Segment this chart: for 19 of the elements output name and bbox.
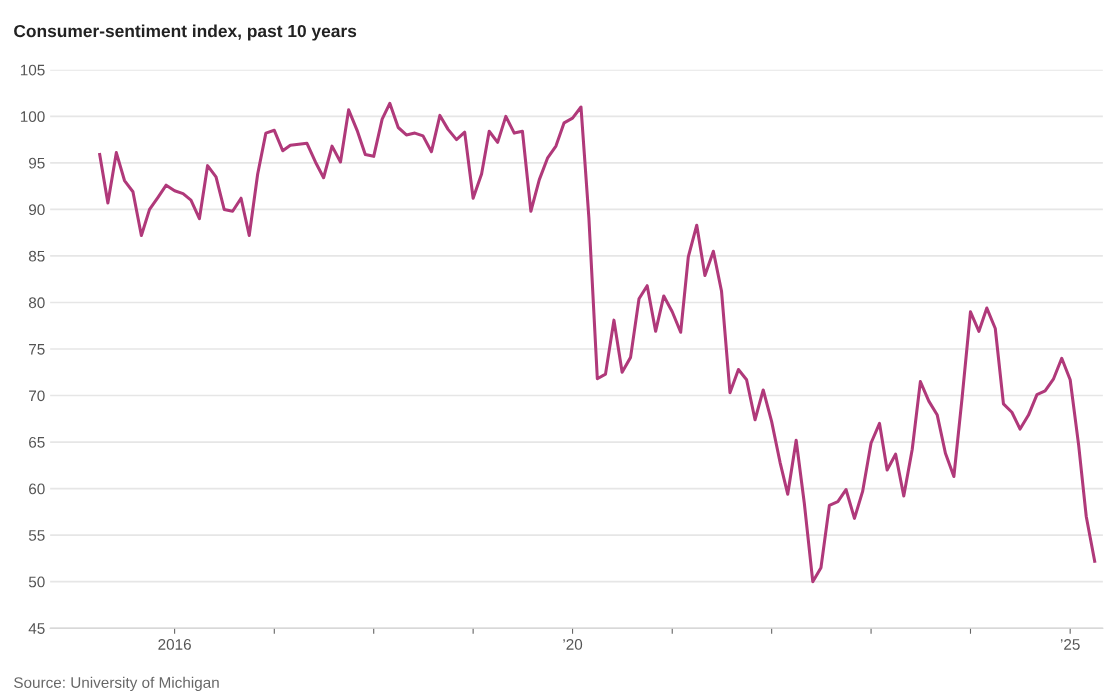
y-tick-label: 55 (28, 530, 45, 541)
y-tick-label: 50 (28, 576, 45, 588)
y-tick-label: 105 (20, 64, 45, 76)
line-series (98, 101, 1097, 584)
y-tick-label: 80 (28, 297, 45, 309)
x-tick-label: ’25 (1060, 639, 1080, 650)
y-tick-label: 45 (28, 623, 45, 634)
y-tick-label: 75 (29, 344, 45, 355)
y-tick-label: 90 (28, 204, 45, 216)
y-tick-label: 85 (28, 250, 45, 262)
y-tick-label: 70 (29, 390, 45, 402)
chart-title: Consumer-sentiment index, past 10 years (14, 24, 357, 41)
y-tick-label: 95 (28, 157, 45, 169)
y-tick-label: 60 (29, 483, 45, 495)
source-note: Source: University of Michigan (14, 676, 219, 692)
y-tick-label: 65 (29, 436, 45, 448)
y-tick-label: 100 (20, 111, 45, 123)
x-tick-label: ’20 (563, 639, 583, 650)
x-tick-label: 2016 (158, 639, 191, 650)
